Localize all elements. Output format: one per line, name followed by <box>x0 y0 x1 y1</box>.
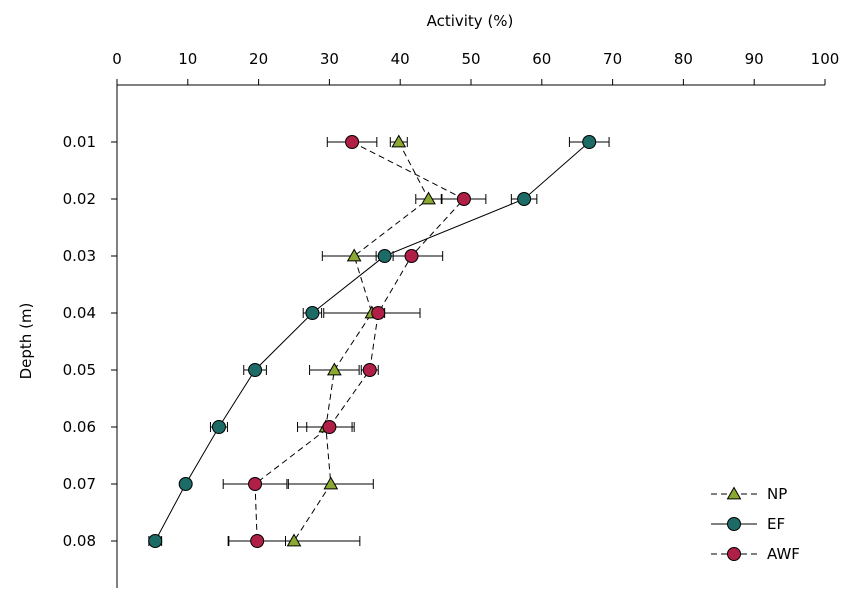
data-point <box>248 477 263 491</box>
y-tick-label: 0.06 <box>63 418 96 436</box>
x-tick-label: 20 <box>249 50 268 68</box>
x-tick-label: 0 <box>112 50 122 68</box>
y-tick-label: 0.08 <box>63 532 96 550</box>
legend-item-ef: EF <box>711 515 785 533</box>
x-tick-label: 90 <box>745 50 764 68</box>
legend-marker <box>727 547 741 561</box>
markers-np <box>286 134 436 547</box>
y-tick-label: 0.01 <box>63 133 96 151</box>
x-tick-label: 70 <box>603 50 622 68</box>
series-line <box>293 141 430 542</box>
legend-marker <box>727 517 741 531</box>
y-tick-label: 0.07 <box>63 475 96 493</box>
y-axis-title: Depth (m) <box>17 303 35 380</box>
plot-area <box>148 134 610 548</box>
x-tick-label: 30 <box>320 50 339 68</box>
data-point <box>250 534 265 548</box>
x-tick-label: 40 <box>391 50 410 68</box>
data-point <box>346 248 362 262</box>
data-point <box>148 534 163 548</box>
markers-awf <box>248 135 471 548</box>
legend-label: AWF <box>767 545 800 563</box>
data-point <box>248 363 263 377</box>
data-point <box>371 306 386 320</box>
data-point <box>582 135 597 149</box>
legend-item-np: NP <box>711 485 787 503</box>
axes: 0 10 20 30 40 50 60 70 80 90 100 0.01 0.02 0.03 0.04 0.… <box>63 50 840 588</box>
data-point <box>323 476 339 490</box>
data-point <box>322 420 337 434</box>
x-tick-label: 50 <box>461 50 480 68</box>
data-point <box>517 192 532 206</box>
series-line <box>254 141 465 542</box>
legend-item-awf: AWF <box>711 545 800 563</box>
legend: NP EF AWF <box>711 485 800 563</box>
data-point <box>345 135 360 149</box>
data-point <box>404 249 419 263</box>
data-point <box>362 363 377 377</box>
data-point <box>456 192 471 206</box>
data-point <box>286 533 302 547</box>
legend-marker <box>726 486 742 500</box>
y-tick-label: 0.04 <box>63 304 96 322</box>
x-tick-label: 60 <box>532 50 551 68</box>
x-tick-label: 10 <box>178 50 197 68</box>
x-tick-label: 80 <box>674 50 693 68</box>
data-point <box>377 249 392 263</box>
data-point <box>421 191 436 205</box>
data-point <box>211 420 226 434</box>
y-tick-label: 0.02 <box>63 190 96 208</box>
data-point <box>391 134 407 148</box>
x-tick-label: 100 <box>811 50 840 68</box>
legend-label: NP <box>767 485 787 503</box>
data-point <box>305 306 320 320</box>
legend-label: EF <box>767 515 785 533</box>
data-point <box>326 362 342 376</box>
y-tick-label: 0.03 <box>63 247 96 265</box>
series-awf <box>222 137 487 546</box>
markers-ef <box>148 135 597 548</box>
series-ef <box>148 137 610 546</box>
data-point <box>178 477 193 491</box>
x-axis-title: Activity (%) <box>427 12 514 30</box>
series-line <box>154 141 590 542</box>
y-tick-label: 0.05 <box>63 361 96 379</box>
